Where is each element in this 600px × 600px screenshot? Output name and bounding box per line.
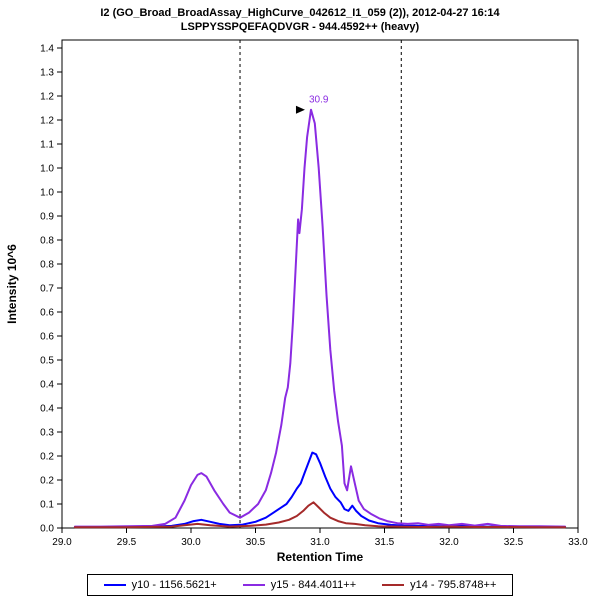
legend-item-y14: y14 - 795.8748++ [382, 579, 496, 591]
y-tick-label: 1.4 [40, 44, 54, 55]
legend-label-y10: y10 - 1156.5621+ [131, 579, 217, 591]
x-tick-label: 33.0 [568, 537, 588, 548]
x-tick-label: 31.5 [375, 537, 395, 548]
y-tick-label: 1.2 [40, 116, 54, 127]
y-tick-label: 0.0 [40, 524, 54, 535]
y-tick-label: 1.2 [40, 92, 54, 103]
series-y10[interactable] [73, 451, 567, 528]
y-tick-label: 0.4 [40, 380, 54, 391]
y-tick-label: 1.0 [40, 188, 54, 199]
plot-frame[interactable] [61, 39, 579, 529]
legend-swatch-y15 [242, 584, 265, 586]
chart-titles: I2 (GO_Broad_BroadAssay_HighCurve_042612… [0, 0, 600, 34]
y-tick-label: 0.3 [40, 428, 54, 439]
legend-swatch-y14 [382, 584, 405, 586]
y-tick-label: 0.4 [40, 404, 54, 415]
y-tick-label: 0.5 [40, 356, 54, 367]
x-tick-label: 31.0 [310, 537, 330, 548]
x-tick-label: 30.5 [246, 537, 266, 548]
y-tick-label: 1.3 [40, 68, 54, 79]
chart-title-line2: LSPPYSSPQEFAQDVGR - 944.4592++ (heavy) [180, 21, 420, 33]
y-tick-label: 0.2 [40, 452, 54, 463]
x-tick-label: 29.0 [52, 537, 72, 548]
y-tick-label: 0.1 [40, 500, 54, 511]
x-tick-label: 32.5 [504, 537, 524, 548]
series-y15[interactable] [73, 108, 567, 528]
x-axis-title: Retention Time [277, 550, 364, 564]
x-tick-label: 30.0 [181, 537, 201, 548]
chart-title-line1: I2 (GO_Broad_BroadAssay_HighCurve_042612… [100, 7, 500, 19]
legend-label-y14: y14 - 795.8748++ [410, 579, 497, 591]
y-tick-label: 0.8 [40, 236, 54, 247]
peak-arrow-icon [295, 105, 305, 114]
y-tick-label: 1.0 [40, 164, 54, 175]
legend-label-y15: y15 - 844.4011++ [270, 579, 357, 591]
y-tick-label: 0.8 [40, 260, 54, 271]
series-y14[interactable] [73, 501, 567, 529]
y-tick-label: 0.2 [40, 476, 54, 487]
legend-box: y10 - 1156.5621+ y15 - 844.4011++ y14 - … [86, 574, 514, 596]
y-tick-label: 0.6 [40, 308, 54, 319]
legend-item-y10: y10 - 1156.5621+ [103, 579, 217, 591]
y-axis-title: Intensity 10^6 [5, 244, 19, 324]
y-tick-label: 0.9 [40, 212, 54, 223]
x-tick-label: 29.5 [117, 537, 137, 548]
y-tick-label: 1.1 [40, 140, 54, 151]
legend-swatch-y10 [103, 584, 126, 586]
y-tick-label: 0.7 [40, 284, 54, 295]
y-tick-label: 0.6 [40, 332, 54, 343]
chromatogram-plot[interactable]: 0.0 0.1 0.2 0.2 0.3 0.4 0.4 0.5 0.6 0.6 0.7 0.8 0.8 0… [0, 34, 600, 566]
legend: y10 - 1156.5621+ y15 - 844.4011++ y14 - … [0, 573, 600, 596]
x-tick-label: 32.0 [439, 537, 459, 548]
legend-item-y15: y15 - 844.4011++ [242, 579, 357, 591]
peak-rt-label: 30.9 [309, 95, 329, 106]
